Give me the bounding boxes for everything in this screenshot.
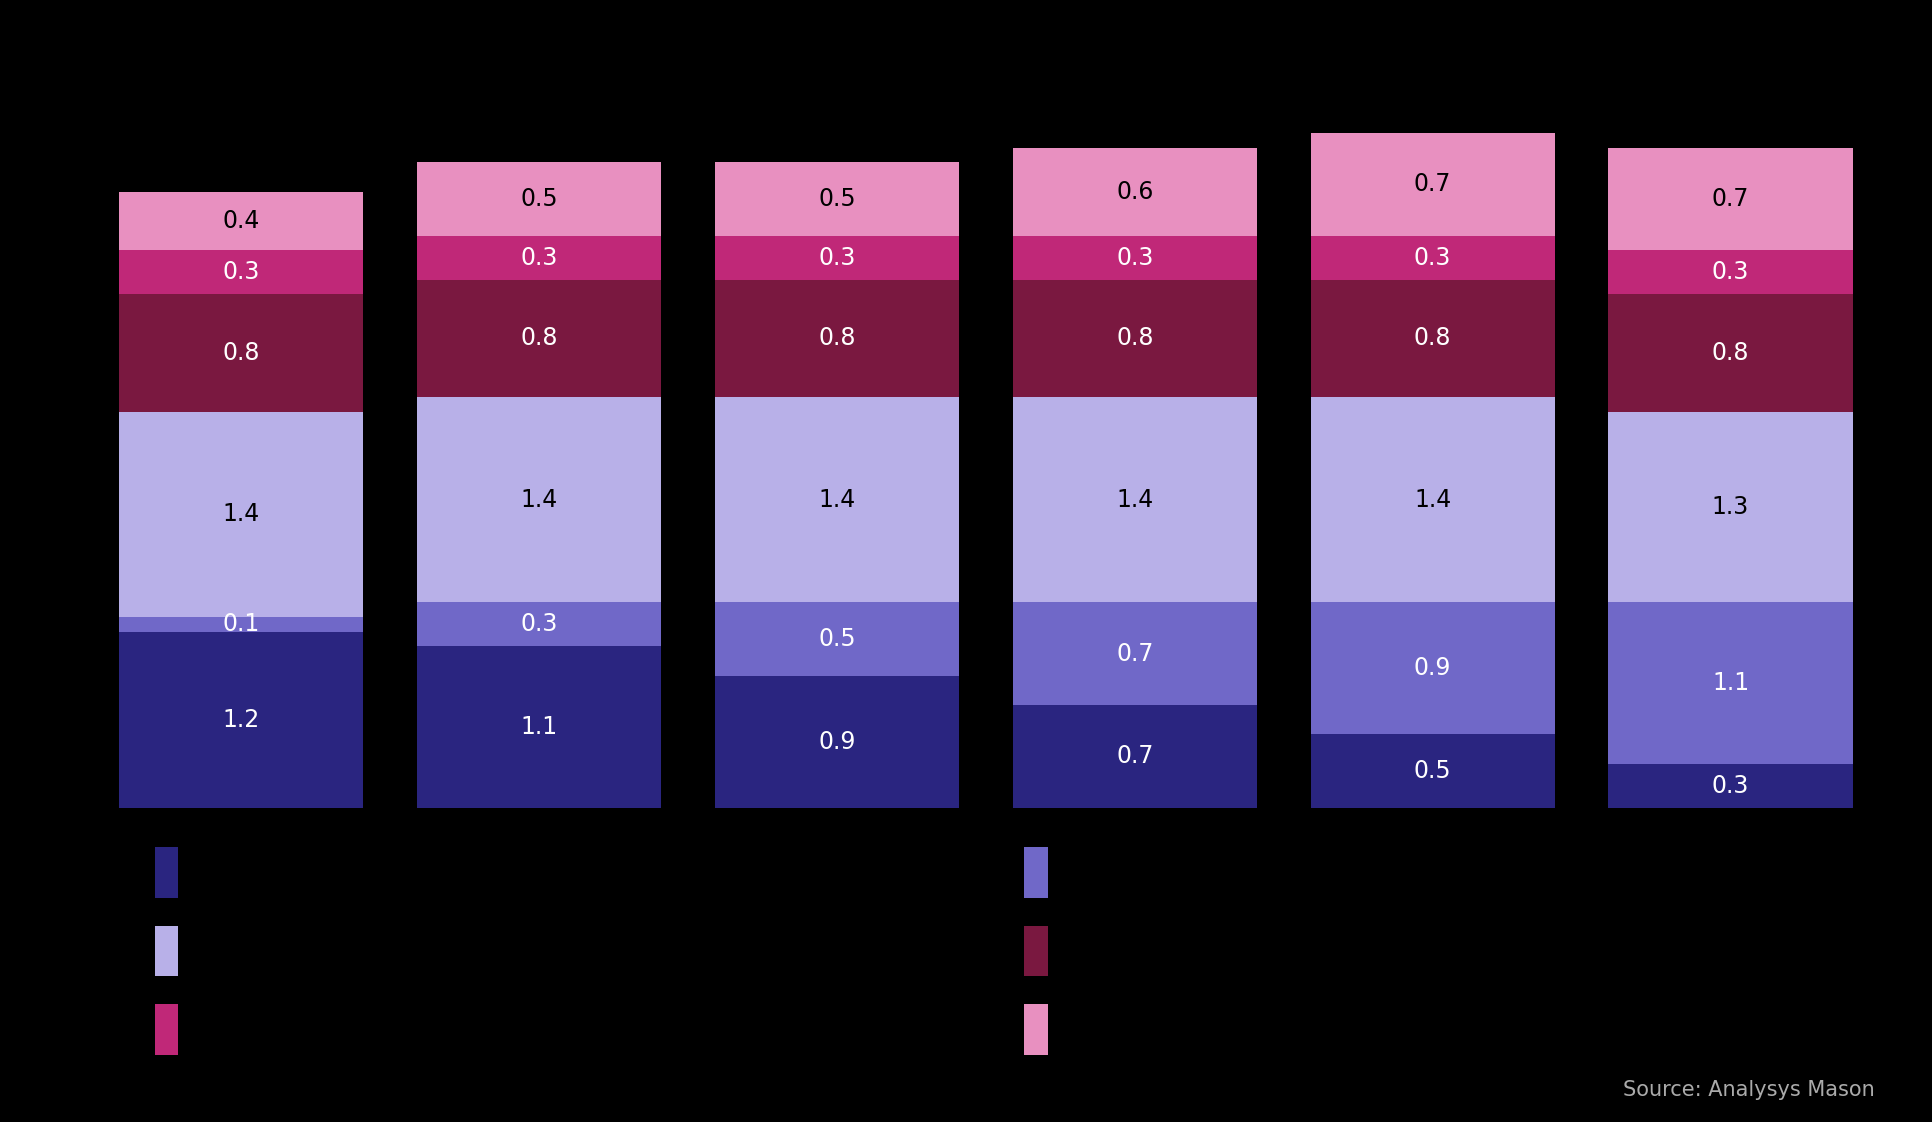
Bar	[1012, 603, 1256, 705]
Bar	[715, 603, 958, 675]
Bar	[715, 163, 958, 236]
Bar	[417, 163, 661, 236]
Text: 0.3: 0.3	[520, 246, 558, 269]
Text: 0.1: 0.1	[222, 613, 259, 636]
Bar	[1012, 279, 1256, 397]
Text: 0.8: 0.8	[817, 327, 856, 350]
Text: 0.3: 0.3	[817, 246, 856, 269]
Bar	[1310, 735, 1553, 808]
Text: 0.5: 0.5	[817, 627, 856, 651]
Text: Source: Analysys Mason: Source: Analysys Mason	[1623, 1079, 1874, 1100]
Bar	[1310, 236, 1553, 279]
Bar	[1012, 148, 1256, 236]
Text: 1.1: 1.1	[1712, 671, 1748, 696]
Bar	[120, 250, 363, 294]
Text: 0.8: 0.8	[1412, 327, 1451, 350]
Bar	[1012, 705, 1256, 808]
Text: 0.5: 0.5	[520, 187, 558, 211]
Bar	[417, 279, 661, 397]
Bar	[120, 617, 363, 632]
Text: 0.5: 0.5	[817, 187, 856, 211]
Text: 0.3: 0.3	[222, 260, 259, 284]
Bar	[120, 632, 363, 808]
Text: 0.6: 0.6	[1115, 180, 1153, 203]
Bar	[715, 675, 958, 808]
Bar	[1012, 236, 1256, 279]
Text: 1.4: 1.4	[520, 488, 556, 512]
Bar	[417, 397, 661, 603]
Bar	[1310, 279, 1553, 397]
Bar	[1310, 397, 1553, 603]
Bar	[1607, 294, 1851, 412]
Bar	[1607, 148, 1851, 250]
Bar	[1607, 412, 1851, 603]
Bar	[1607, 764, 1851, 808]
Text: 1.2: 1.2	[222, 708, 259, 732]
Bar	[120, 412, 363, 617]
Text: 0.3: 0.3	[1712, 260, 1748, 284]
Text: 1.1: 1.1	[520, 715, 556, 739]
Text: 1.4: 1.4	[817, 488, 856, 512]
Bar	[1310, 603, 1553, 735]
Text: 0.3: 0.3	[1115, 246, 1153, 269]
Text: 0.8: 0.8	[520, 327, 558, 350]
Bar	[715, 397, 958, 603]
Bar	[1607, 250, 1851, 294]
Bar	[417, 603, 661, 646]
Text: 0.3: 0.3	[520, 613, 558, 636]
Bar	[1607, 603, 1851, 764]
Text: 0.7: 0.7	[1412, 173, 1451, 196]
Bar	[120, 192, 363, 250]
Text: 0.3: 0.3	[1412, 246, 1451, 269]
Bar	[1310, 132, 1553, 236]
Text: 0.5: 0.5	[1412, 760, 1451, 783]
Text: 0.7: 0.7	[1712, 187, 1748, 211]
Text: 0.7: 0.7	[1115, 642, 1153, 665]
Bar	[715, 236, 958, 279]
Text: 0.3: 0.3	[1712, 774, 1748, 798]
Text: 0.8: 0.8	[1712, 341, 1748, 365]
Bar	[417, 646, 661, 808]
Text: 1.3: 1.3	[1712, 495, 1748, 519]
Text: 0.8: 0.8	[1115, 327, 1153, 350]
Text: 1.4: 1.4	[1414, 488, 1451, 512]
Bar	[120, 294, 363, 412]
Bar	[715, 279, 958, 397]
Text: 0.7: 0.7	[1115, 745, 1153, 769]
Text: 0.9: 0.9	[817, 729, 856, 754]
Text: 0.9: 0.9	[1412, 656, 1451, 680]
Text: 0.8: 0.8	[222, 341, 259, 365]
Text: 1.4: 1.4	[1115, 488, 1153, 512]
Text: 0.4: 0.4	[222, 209, 259, 233]
Bar	[417, 236, 661, 279]
Text: 1.4: 1.4	[222, 503, 259, 526]
Bar	[1012, 397, 1256, 603]
